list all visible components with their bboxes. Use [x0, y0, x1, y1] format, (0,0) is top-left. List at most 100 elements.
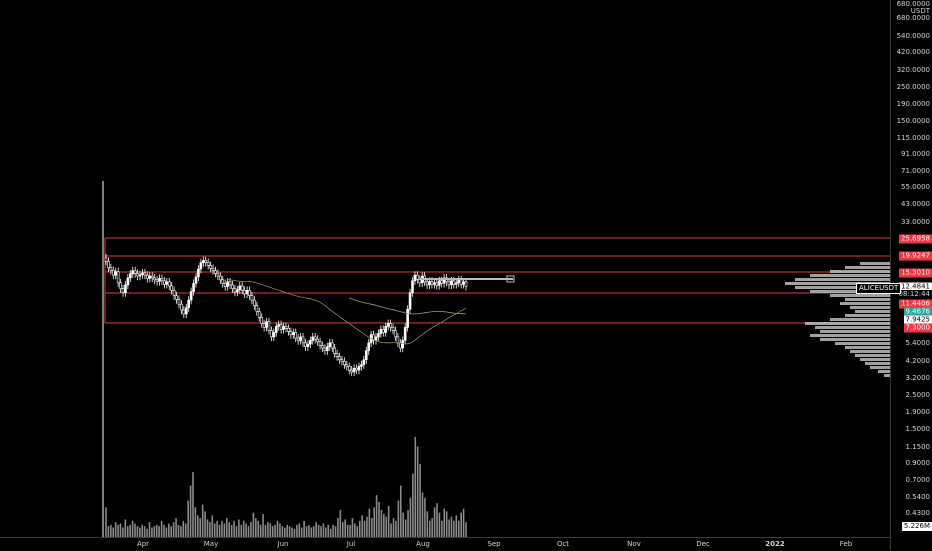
candle-body — [300, 337, 302, 341]
price-tick-label: 0.4300 — [906, 509, 931, 517]
volume-bar — [335, 526, 337, 537]
volume-bar — [282, 526, 284, 537]
candle-body — [409, 293, 411, 310]
volume-bar — [277, 521, 279, 537]
candle-body — [285, 326, 287, 328]
candle-body — [438, 281, 440, 286]
price-tick-label: 0.9000 — [906, 459, 931, 467]
candle-body — [137, 273, 139, 276]
volume-bar — [269, 523, 271, 537]
candle-body — [110, 268, 112, 270]
candle-body — [448, 282, 450, 285]
volume-bar — [407, 510, 409, 537]
time-tick-label: 2022 — [765, 540, 784, 548]
candle-body — [402, 340, 404, 348]
time-tick-label: Jul — [347, 540, 355, 548]
candle-body — [377, 334, 379, 337]
volume-bar — [125, 519, 127, 537]
volume-profile-bar — [830, 318, 890, 321]
volume-bar — [173, 522, 175, 537]
volume-bar — [248, 526, 250, 537]
volume-bar — [195, 507, 197, 537]
candle-body — [460, 280, 462, 285]
volume-bar — [451, 517, 453, 537]
volume-bar — [190, 486, 192, 537]
volume-bar — [441, 521, 443, 537]
volume-bar — [410, 498, 412, 537]
volume-bar — [219, 525, 221, 537]
candle-body — [441, 281, 443, 284]
price-tick-label: 190.0000 — [897, 100, 930, 108]
volume-bar — [371, 518, 373, 537]
volume-bar — [110, 525, 112, 537]
volume-bar — [349, 525, 351, 537]
candle-body — [326, 347, 328, 351]
volume-bar — [414, 437, 416, 537]
candle-body — [234, 289, 236, 292]
price-tick-label: 91.0000 — [901, 150, 930, 158]
candle-body — [107, 261, 109, 268]
candle-body — [217, 273, 219, 276]
volume-bar — [199, 518, 201, 537]
volume-bar — [366, 517, 368, 537]
volume-bar — [320, 526, 322, 537]
volume-profile-bar — [805, 322, 890, 325]
volume-bar — [158, 526, 160, 537]
volume-profile-bar — [830, 294, 890, 297]
price-tick-label: 4.2000 — [906, 357, 931, 365]
volume-profile-bar — [820, 338, 890, 341]
volume-profile-bar — [865, 362, 890, 365]
candle-body — [132, 271, 134, 274]
volume-bar — [260, 525, 262, 537]
candle-body — [256, 306, 258, 312]
volume-bar — [446, 511, 448, 537]
candle-body — [105, 258, 107, 261]
time-tick-label: Apr — [137, 540, 149, 548]
candle-body — [429, 281, 431, 285]
volume-bar — [241, 525, 243, 537]
volume-bar — [238, 519, 240, 537]
volume-bar — [439, 513, 441, 537]
candle-body — [251, 296, 253, 300]
time-tick-label: Jun — [278, 540, 289, 548]
volume-bar — [257, 521, 259, 537]
volume-bar — [265, 525, 267, 537]
volume-bar — [405, 519, 407, 537]
candle-body — [360, 365, 362, 367]
candle-body — [244, 290, 246, 294]
price-tick-label: 1.5000 — [906, 425, 931, 433]
volume-profile-bar — [795, 278, 890, 281]
candle-body — [343, 361, 345, 364]
candle-body — [302, 337, 304, 343]
volume-bar — [233, 521, 235, 537]
candle-body — [154, 278, 156, 280]
volume-bar — [434, 507, 436, 537]
volume-bar — [204, 511, 206, 537]
volume-bar — [243, 521, 245, 537]
candle-body — [292, 332, 294, 334]
volume-bar — [383, 514, 385, 537]
candle-body — [331, 343, 333, 348]
price-chart[interactable] — [0, 0, 890, 537]
volume-bar — [347, 525, 349, 537]
price-tick-label: 43.0000 — [901, 200, 930, 208]
volume-bar — [120, 523, 122, 537]
candle-body — [120, 283, 122, 289]
chart-area[interactable] — [0, 0, 890, 537]
volume-bar — [456, 515, 458, 537]
candle-body — [193, 283, 195, 291]
candle-body — [115, 272, 117, 276]
volume-profile-bar — [830, 270, 890, 273]
volume-bar — [236, 526, 238, 537]
volume-bar — [112, 528, 114, 537]
candle-body — [392, 327, 394, 330]
candle-body — [268, 322, 270, 331]
volume-bar — [197, 515, 199, 537]
volume-bar — [417, 446, 419, 537]
price-tick-label: 1.9000 — [906, 408, 931, 416]
price-tick-label: 320.0000 — [897, 66, 930, 74]
candle-body — [465, 282, 467, 287]
candle-body — [144, 273, 146, 275]
